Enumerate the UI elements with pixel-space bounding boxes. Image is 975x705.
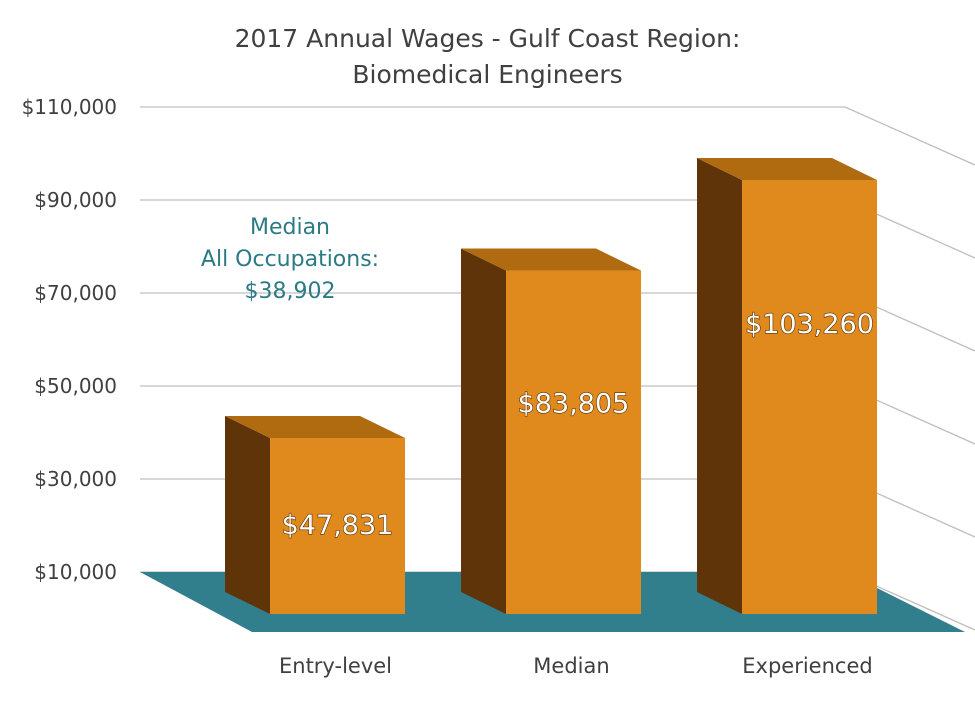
- bar: $83,805: [461, 248, 641, 614]
- y-axis-tick-labels: $10,000 $30,000 $50,000 $70,000 $90,000 $110,…: [22, 95, 117, 584]
- x-tick-label: Experienced: [742, 654, 872, 678]
- y-tick-label: $70,000: [34, 281, 117, 305]
- bar-top-face: [697, 158, 877, 180]
- annotation-line2: All Occupations:: [200, 247, 380, 272]
- y-tick-label: $50,000: [34, 374, 117, 398]
- y-tick-label: $90,000: [34, 188, 117, 212]
- data-label: $83,805: [518, 388, 630, 419]
- bar: $103,260: [697, 158, 877, 614]
- bar-side-face: [461, 248, 506, 614]
- bar-side-face: [225, 416, 270, 614]
- y-tick-label: $10,000: [34, 560, 117, 584]
- bar: $47,831: [225, 416, 405, 614]
- median-all-occupations-annotation: Median All Occupations: $38,902: [170, 212, 410, 308]
- bar-top-face: [225, 416, 405, 438]
- bar-front-face: [506, 270, 641, 614]
- data-label: $103,260: [745, 309, 874, 340]
- bars: $47,831 $83,805 $103,260: [225, 158, 877, 614]
- annotation-line3: $38,902: [244, 279, 336, 304]
- bar-top-face: [461, 248, 641, 271]
- bar-front-face: [270, 438, 405, 614]
- bar-side-face: [697, 158, 742, 614]
- gridline-side: [844, 106, 975, 166]
- y-tick-label: $30,000: [34, 467, 117, 491]
- annotation-line1: Median: [249, 215, 331, 240]
- y-tick-label: $110,000: [22, 95, 117, 119]
- bar-front-face: [742, 180, 877, 614]
- x-tick-label: Median: [533, 654, 609, 678]
- chart-title-line1: 2017 Annual Wages - Gulf Coast Region:: [234, 24, 741, 53]
- x-axis-tick-labels: Entry-level Median Experienced: [279, 654, 873, 678]
- data-label: $47,831: [282, 510, 394, 541]
- chart-title-line2: Biomedical Engineers: [352, 60, 623, 89]
- x-tick-label: Entry-level: [279, 654, 392, 678]
